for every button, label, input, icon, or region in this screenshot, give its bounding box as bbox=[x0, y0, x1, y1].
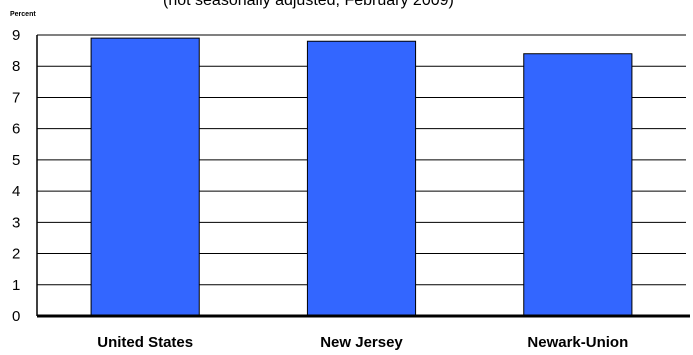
x-category-label: Newark-Union bbox=[527, 334, 628, 350]
bar bbox=[523, 53, 633, 317]
bars bbox=[37, 37, 690, 318]
y-tick-label: 9 bbox=[12, 27, 20, 44]
x-category-label: United States bbox=[97, 334, 193, 350]
y-tick-label: 0 bbox=[12, 308, 20, 325]
y-tick-label: 7 bbox=[12, 89, 20, 106]
y-tick-label: 3 bbox=[12, 214, 20, 231]
y-tick-label: 5 bbox=[12, 152, 20, 169]
y-tick-label: 4 bbox=[12, 183, 20, 200]
chart-subtitle: (not seasonally adjusted, February 2009) bbox=[163, 0, 454, 9]
y-tick-label: 6 bbox=[12, 121, 20, 138]
y-tick-label: 1 bbox=[12, 277, 20, 294]
y-tick-label: 8 bbox=[12, 58, 20, 75]
y-axis-label: Percent bbox=[10, 11, 36, 18]
bar bbox=[306, 40, 417, 317]
y-tick-label: 2 bbox=[12, 246, 20, 263]
x-category-label: New Jersey bbox=[320, 334, 403, 350]
bar bbox=[90, 37, 200, 317]
x-axis-categories: United States New Jersey Newark-Union bbox=[97, 334, 628, 351]
y-axis-ticks: 0 1 2 3 4 5 6 7 8 9 bbox=[12, 27, 20, 325]
